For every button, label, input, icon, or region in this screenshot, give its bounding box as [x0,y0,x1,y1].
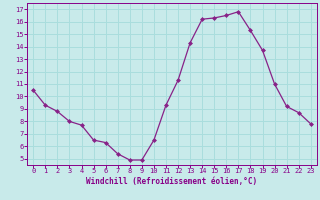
X-axis label: Windchill (Refroidissement éolien,°C): Windchill (Refroidissement éolien,°C) [86,177,258,186]
